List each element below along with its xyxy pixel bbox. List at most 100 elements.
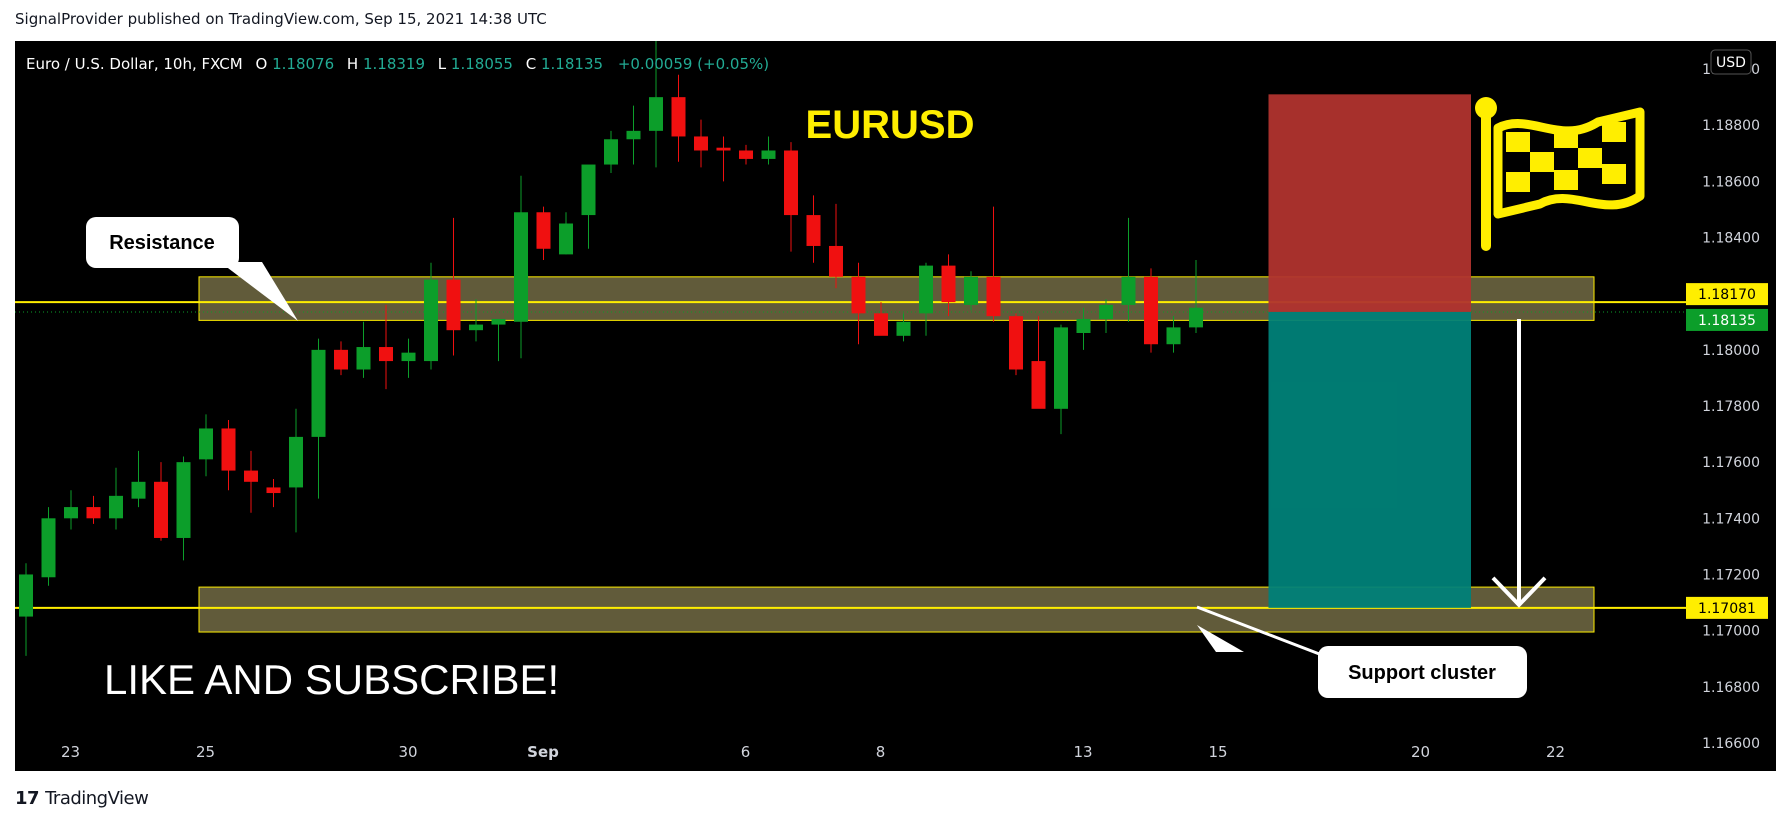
- candle: [424, 262, 438, 370]
- candle-body: [941, 265, 956, 303]
- candle-body: [1099, 304, 1113, 319]
- candle-body: [1189, 307, 1203, 328]
- price-tick-label: 1.17400: [1702, 511, 1760, 527]
- candle: [1144, 268, 1158, 353]
- price-tick-label: 1.17200: [1702, 567, 1760, 583]
- candle-body: [244, 470, 258, 482]
- candle-body: [1144, 276, 1158, 345]
- candle: [64, 490, 78, 530]
- take-profit-area: [1268, 311, 1471, 608]
- candle: [806, 195, 821, 263]
- candle-body: [649, 97, 663, 131]
- currency-badge[interactable]: [1710, 49, 1752, 75]
- resistance-callout: [86, 217, 239, 268]
- currency-badge-label: USD: [1716, 55, 1746, 71]
- candle-body: [176, 462, 191, 538]
- ohlc-legend: Euro / U.S. Dollar, 10h, FXCM O 1.18076 …: [26, 55, 769, 73]
- candle-body: [626, 130, 641, 140]
- candle: [1009, 313, 1023, 376]
- candle-body: [874, 313, 888, 336]
- candle-body: [536, 212, 551, 249]
- legend-close-label: C: [526, 55, 536, 73]
- candle: [19, 563, 33, 656]
- candle: [1031, 316, 1046, 409]
- candle: [469, 299, 483, 342]
- candle: [1189, 260, 1203, 333]
- position-layer: [1268, 94, 1547, 608]
- candle-body: [1009, 316, 1023, 370]
- price-tick-label: 1.18000: [1702, 343, 1760, 359]
- candle: [604, 130, 618, 173]
- candle: [266, 479, 281, 508]
- price-tick-label: 1.16800: [1702, 680, 1760, 696]
- price-level-label: 1.18170: [1698, 287, 1756, 303]
- legend-symbol: Euro / U.S. Dollar, 10h, FXCM: [26, 55, 243, 73]
- legend-change: +0.00059 (+0.05%): [618, 55, 769, 73]
- candle-body: [19, 574, 33, 617]
- candle-body: [109, 495, 123, 519]
- candle-body: [446, 279, 461, 331]
- candle-body: [64, 507, 78, 519]
- candle-body: [986, 276, 1001, 317]
- candle: [581, 164, 596, 249]
- candle-body: [694, 136, 708, 151]
- legend-open: 1.18076: [272, 55, 334, 73]
- candle: [716, 136, 731, 182]
- legend-low-label: L: [438, 55, 447, 73]
- price-tick-label: 1.18400: [1702, 231, 1760, 247]
- candle-body: [1031, 361, 1046, 409]
- candle-body: [199, 428, 213, 460]
- candle: [851, 262, 866, 345]
- candle: [649, 41, 663, 168]
- candle-body: [919, 265, 933, 314]
- candle-body: [581, 164, 596, 216]
- cta-text: LIKE AND SUBSCRIBE!: [104, 656, 559, 703]
- candle-body: [829, 245, 843, 277]
- candle: [784, 142, 798, 252]
- candle: [41, 507, 56, 586]
- legend-close: 1.18135: [541, 55, 603, 73]
- candle-body: [334, 349, 348, 370]
- candle: [244, 450, 258, 513]
- candle: [491, 318, 506, 362]
- candle-body: [604, 139, 618, 165]
- candle-body: [469, 324, 483, 331]
- tradingview-logo[interactable]: 17 TradingView: [15, 788, 149, 809]
- date-tick-label: 13: [1073, 743, 1092, 761]
- target-arrow-head: [1491, 576, 1547, 608]
- resistance-label: Resistance: [109, 232, 215, 254]
- support-callout-pointer-fill: [1197, 625, 1244, 652]
- tradingview-name: TradingView: [45, 788, 149, 809]
- price-level-label: 1.18135: [1698, 313, 1756, 329]
- candle: [986, 206, 1001, 322]
- tradingview-mark-icon: 17: [15, 788, 40, 809]
- price-tick-label: 1.17800: [1702, 399, 1760, 415]
- candle: [964, 271, 978, 311]
- support-label: Support cluster: [1348, 662, 1496, 684]
- candle: [761, 136, 776, 165]
- date-tick-label: 15: [1208, 743, 1227, 761]
- candle: [289, 408, 303, 533]
- candle-body: [1121, 276, 1136, 305]
- legend-low: 1.18055: [451, 55, 513, 73]
- candle-body: [86, 507, 101, 519]
- candle-body: [851, 276, 866, 314]
- candle-body: [784, 150, 798, 216]
- price-tick-label: 1.18800: [1702, 118, 1760, 134]
- candle: [829, 203, 843, 289]
- candle-body: [266, 487, 281, 494]
- price-tick-label: 1.17000: [1702, 624, 1760, 640]
- date-tick-label: 25: [196, 743, 215, 761]
- candle-body: [356, 347, 371, 370]
- date-tick-label: 20: [1411, 743, 1430, 761]
- candle: [1166, 316, 1181, 353]
- candle: [671, 74, 686, 162]
- candle: [221, 420, 236, 491]
- resistance-callout-pointer: [220, 262, 298, 321]
- candle-body: [896, 321, 911, 336]
- candle: [1099, 299, 1113, 333]
- candle-body: [1166, 327, 1181, 345]
- candle-body: [491, 318, 506, 325]
- candle: [896, 313, 911, 342]
